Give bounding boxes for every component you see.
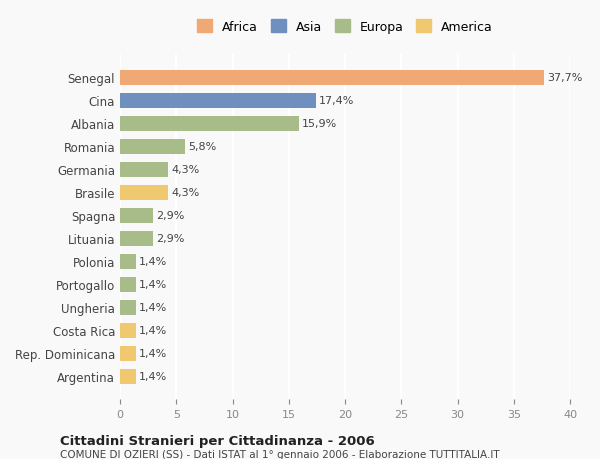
- Bar: [120, 185, 169, 200]
- Text: 1,4%: 1,4%: [139, 348, 167, 358]
- Text: 1,4%: 1,4%: [139, 371, 167, 381]
- Bar: [120, 300, 136, 315]
- Text: 4,3%: 4,3%: [172, 188, 200, 198]
- Bar: [120, 254, 136, 269]
- Text: 1,4%: 1,4%: [139, 257, 167, 267]
- Text: 1,4%: 1,4%: [139, 280, 167, 290]
- Text: 4,3%: 4,3%: [172, 165, 200, 175]
- Text: 37,7%: 37,7%: [548, 73, 583, 83]
- Bar: [120, 162, 169, 177]
- Text: 2,9%: 2,9%: [156, 211, 184, 221]
- Text: 2,9%: 2,9%: [156, 234, 184, 244]
- Text: 15,9%: 15,9%: [302, 119, 337, 129]
- Bar: [120, 71, 544, 86]
- Text: 1,4%: 1,4%: [139, 302, 167, 313]
- Text: COMUNE DI OZIERI (SS) - Dati ISTAT al 1° gennaio 2006 - Elaborazione TUTTITALIA.: COMUNE DI OZIERI (SS) - Dati ISTAT al 1°…: [60, 449, 500, 459]
- Text: 5,8%: 5,8%: [188, 142, 217, 152]
- Legend: Africa, Asia, Europa, America: Africa, Asia, Europa, America: [194, 17, 496, 38]
- Text: 17,4%: 17,4%: [319, 96, 355, 106]
- Bar: [120, 277, 136, 292]
- Bar: [120, 117, 299, 131]
- Text: Cittadini Stranieri per Cittadinanza - 2006: Cittadini Stranieri per Cittadinanza - 2…: [60, 434, 375, 447]
- Text: 1,4%: 1,4%: [139, 325, 167, 336]
- Bar: [120, 323, 136, 338]
- Bar: [120, 369, 136, 384]
- Bar: [120, 140, 185, 154]
- Bar: [120, 346, 136, 361]
- Bar: [120, 231, 152, 246]
- Bar: [120, 208, 152, 223]
- Bar: [120, 94, 316, 109]
